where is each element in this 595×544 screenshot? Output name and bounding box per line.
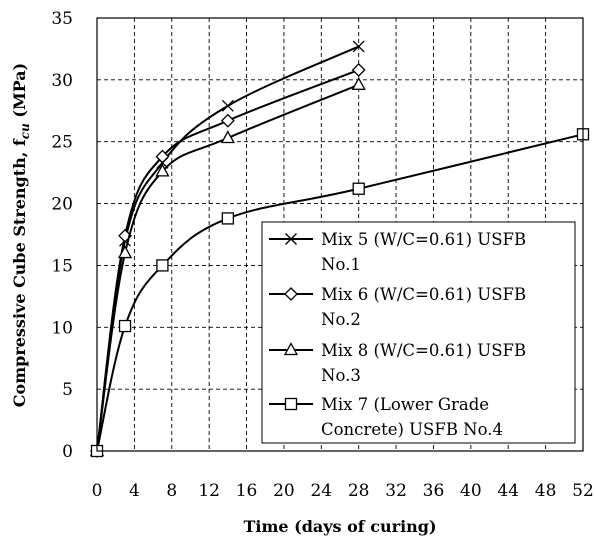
legend-label: Mix 5 (W/C=0.61) USFB: [321, 230, 526, 249]
data-point-square: [118, 319, 132, 333]
legend-label: Concrete) USFB No.4: [321, 420, 503, 439]
legend-item-3: Mix 8 (W/C=0.61) USFB No.3: [269, 341, 526, 385]
data-point-x: [221, 99, 234, 112]
x-tick-label: 8: [166, 481, 177, 501]
y-axis-title-unit: (MPa): [10, 63, 29, 123]
x-tick-label: 44: [497, 481, 519, 501]
y-tick-label: 15: [51, 256, 73, 276]
y-tick-label: 20: [51, 195, 73, 215]
data-point-diamond: [155, 149, 170, 164]
x-tick-label: 20: [273, 481, 295, 501]
data-point-x-stroke-b: [221, 99, 234, 112]
x-tick-label: 16: [236, 481, 258, 501]
x-tick-label: 24: [310, 481, 332, 501]
legend-label: No.2: [321, 310, 361, 329]
x-tick-label: 32: [385, 481, 407, 501]
legend-marker-triangle: [283, 342, 299, 356]
x-axis-title: Time (days of curing): [243, 517, 436, 536]
data-point-square: [352, 182, 365, 195]
data-point-diamond: [220, 113, 235, 128]
legend-label: No.3: [321, 366, 361, 385]
series-line-4: [96, 133, 584, 452]
data-point-triangle: [117, 245, 133, 259]
data-point-triangle: [155, 163, 170, 177]
data-point-triangle: [220, 130, 235, 144]
legend: Mix 5 (W/C=0.61) USFB No.1 Mix 6 (W/C=0.61…: [261, 221, 576, 444]
legend-marker-square: [284, 397, 298, 411]
x-tick-label: 48: [535, 481, 557, 501]
legend-box: [261, 221, 576, 444]
legend-label: No.1: [321, 255, 361, 274]
x-tick-label: 52: [572, 481, 594, 501]
y-tick-label: 25: [51, 133, 73, 153]
data-point-square: [221, 212, 234, 225]
x-tick-label: 0: [92, 481, 103, 501]
series-line-2: [96, 69, 360, 452]
y-axis-title-subscript: cu: [18, 123, 32, 139]
data-point-square: [156, 259, 169, 272]
data-point-x: [352, 40, 365, 53]
data-point-x-stroke-b: [352, 40, 365, 53]
legend-marker-x-stroke-b: [285, 233, 297, 245]
data-point-diamond: [351, 63, 366, 77]
data-point-triangle: [351, 76, 366, 90]
x-tick-label: 12: [198, 481, 220, 501]
y-tick-label: 35: [51, 9, 73, 29]
x-tick-label: 28: [348, 481, 370, 501]
y-tick-label: 10: [51, 318, 73, 338]
series-line-3: [96, 83, 360, 452]
legend-marker-diamond: [284, 287, 298, 301]
y-tick-label: 30: [51, 71, 73, 91]
x-tick-label: 4: [129, 481, 140, 501]
plot-area-frame: [96, 17, 584, 452]
y-tick-label: 5: [62, 380, 73, 400]
y-axis-title-main: Compressive Cube Strength, f: [10, 138, 29, 407]
x-tick-label: 36: [423, 481, 445, 501]
y-axis-title: Compressive Cube Strength, fcu (MPa): [10, 63, 32, 407]
legend-label: Mix 6 (W/C=0.61) USFB: [321, 285, 526, 304]
legend-item-2: Mix 6 (W/C=0.61) USFB No.2: [269, 285, 526, 329]
legend-label: Mix 8 (W/C=0.61) USFB: [321, 341, 526, 360]
legend-label: Mix 7 (Lower Grade: [321, 395, 489, 414]
x-tick-label: 40: [460, 481, 482, 501]
legend-item-1: Mix 5 (W/C=0.61) USFB No.1: [269, 230, 526, 274]
legend-marker-x: [285, 233, 297, 245]
y-tick-label: 0: [62, 442, 73, 462]
legend-item-4: Mix 7 (Lower Grade Concrete) USFB No.4: [269, 395, 503, 439]
